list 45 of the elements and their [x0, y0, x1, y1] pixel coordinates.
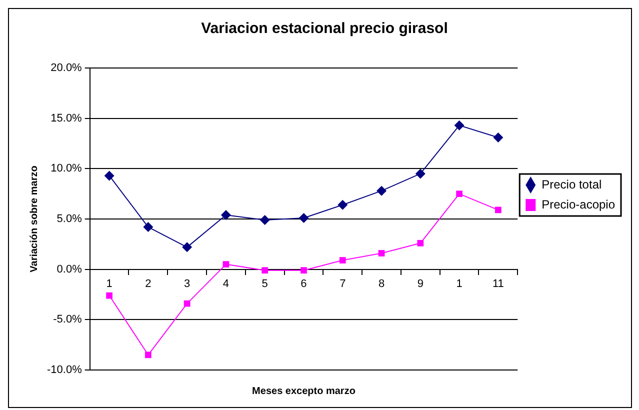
- point: [222, 261, 230, 268]
- y-tick-label: -5.0%: [53, 314, 82, 326]
- x-tick-label: 3: [184, 278, 190, 290]
- point: [260, 215, 270, 226]
- x-tick-label: 9: [417, 278, 424, 290]
- point: [338, 200, 348, 210]
- y-tick-label: 5.0%: [56, 213, 82, 226]
- point: [298, 212, 309, 223]
- point: [417, 240, 424, 246]
- point: [184, 300, 190, 307]
- point: [339, 257, 346, 264]
- point: [454, 120, 464, 130]
- x-tick-label: 11: [492, 278, 504, 290]
- y-tick-label: 10.0%: [50, 162, 82, 175]
- point: [145, 352, 152, 358]
- y-tick-label: 20.0%: [50, 62, 82, 74]
- x-tick-label: 7: [340, 278, 346, 290]
- chart-title: Variacion estacional precio girasol: [201, 20, 448, 38]
- point: [493, 132, 504, 142]
- x-tick-label: 2: [145, 278, 152, 290]
- x-tick-label: 4: [222, 278, 230, 290]
- y-axis-title: Variación sobre marzo: [28, 166, 40, 272]
- y-tick-label: 15.0%: [50, 112, 82, 124]
- point: [376, 186, 387, 196]
- point: [415, 168, 426, 179]
- x-axis-title: Meses excepto marzo: [252, 386, 356, 397]
- point: [456, 190, 462, 198]
- point: [495, 206, 502, 214]
- point: [104, 170, 114, 181]
- x-tick-label: 1: [456, 278, 462, 290]
- point: [220, 210, 231, 220]
- x-tick-label: 5: [262, 278, 268, 290]
- point: [262, 267, 268, 274]
- point: [300, 267, 307, 274]
- y-tick-label: 0.0%: [56, 263, 82, 276]
- point: [378, 250, 385, 256]
- x-tick-label: 1: [106, 278, 112, 290]
- point: [182, 242, 192, 252]
- legend-label: Precio-acopio: [542, 197, 616, 212]
- x-tick-label: 8: [378, 278, 385, 290]
- legend-label: Precio total: [542, 177, 602, 192]
- point: [143, 222, 154, 232]
- point: [106, 292, 112, 299]
- x-tick-label: 6: [300, 278, 307, 290]
- y-tick-label: -10.0%: [46, 364, 82, 376]
